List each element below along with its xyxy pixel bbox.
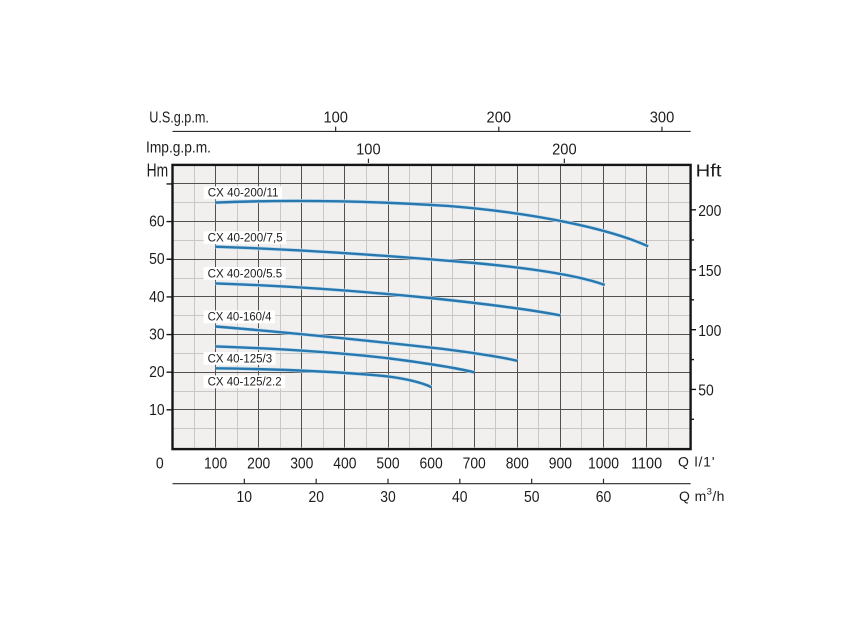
- svg-text:100: 100: [698, 323, 721, 340]
- svg-text:CX 40-200/11: CX 40-200/11: [208, 188, 279, 200]
- svg-text:200: 200: [487, 110, 512, 127]
- svg-text:10: 10: [237, 489, 253, 506]
- svg-text:Q m3/h: Q m3/h: [679, 487, 725, 504]
- svg-text:300: 300: [290, 456, 313, 473]
- svg-text:Hm: Hm: [147, 159, 169, 180]
- svg-text:CX 40-125/3: CX 40-125/3: [208, 353, 273, 365]
- svg-text:0: 0: [156, 456, 164, 473]
- svg-text:Hft: Hft: [696, 161, 722, 181]
- svg-text:1000: 1000: [588, 456, 619, 473]
- svg-text:800: 800: [506, 456, 529, 473]
- svg-text:60: 60: [596, 489, 612, 506]
- svg-text:600: 600: [420, 456, 443, 473]
- svg-text:50: 50: [149, 251, 165, 268]
- svg-text:40: 40: [452, 489, 468, 506]
- svg-text:400: 400: [333, 456, 356, 473]
- svg-text:20: 20: [308, 489, 324, 506]
- svg-text:CX 40-200/7,5: CX 40-200/7,5: [208, 233, 283, 245]
- svg-text:CX 40-125/2.2: CX 40-125/2.2: [208, 377, 282, 389]
- svg-text:U.S.g.p.m.: U.S.g.p.m.: [149, 109, 209, 126]
- svg-text:100: 100: [204, 456, 227, 473]
- svg-text:30: 30: [149, 327, 165, 344]
- svg-text:100: 100: [356, 141, 381, 158]
- svg-text:60: 60: [149, 214, 165, 231]
- svg-text:100: 100: [323, 110, 348, 127]
- svg-text:Q l/1': Q l/1': [678, 453, 715, 469]
- svg-text:150: 150: [698, 263, 721, 280]
- svg-text:50: 50: [698, 383, 714, 400]
- svg-text:30: 30: [380, 489, 396, 506]
- svg-text:50: 50: [524, 489, 540, 506]
- svg-text:1100: 1100: [631, 456, 662, 473]
- svg-text:20: 20: [149, 364, 165, 381]
- svg-text:200: 200: [247, 456, 270, 473]
- svg-text:CX 40-200/5.5: CX 40-200/5.5: [208, 268, 283, 280]
- svg-text:200: 200: [552, 141, 577, 158]
- svg-text:10: 10: [149, 402, 165, 419]
- svg-text:300: 300: [650, 110, 675, 127]
- svg-text:900: 900: [549, 456, 572, 473]
- svg-text:700: 700: [463, 456, 486, 473]
- svg-text:200: 200: [698, 203, 721, 220]
- svg-text:Imp.g.p.m.: Imp.g.p.m.: [146, 140, 211, 157]
- svg-text:500: 500: [376, 456, 399, 473]
- svg-text:40: 40: [149, 289, 165, 306]
- svg-text:CX 40-160/4: CX 40-160/4: [208, 312, 272, 324]
